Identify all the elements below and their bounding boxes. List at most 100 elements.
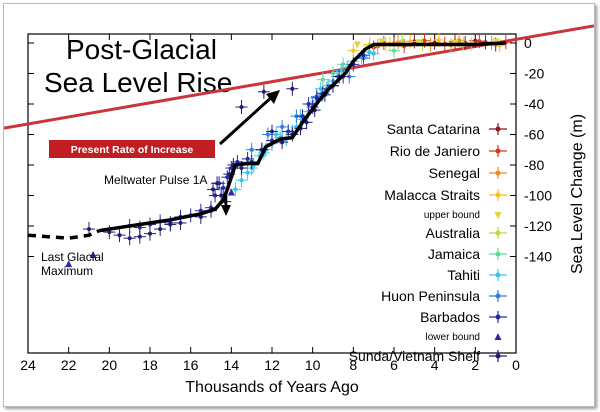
- sea-level-chart: Post-Glacial Sea Level Rise 24 22 20 18 16 14…: [3, 24, 595, 396]
- legend-label: Tahiti: [447, 267, 480, 283]
- data-point: [318, 86, 323, 91]
- data-point: [456, 38, 462, 43]
- data-point: [210, 187, 216, 192]
- x-axis-label: Thousands of Years Ago: [185, 379, 359, 396]
- legend-label: Santa Catarina: [387, 121, 481, 137]
- data-point: [219, 193, 224, 198]
- data-point: [233, 187, 238, 192]
- lgm-label-line-1: Last Glacial: [41, 250, 104, 264]
- legend-dot: [495, 148, 501, 154]
- data-point: [215, 181, 220, 186]
- legend-label: upper bound: [424, 210, 480, 221]
- data-point: [225, 175, 230, 180]
- data-point: [408, 39, 413, 44]
- data-point: [245, 156, 250, 161]
- data-point: [239, 178, 244, 183]
- legend-label: Huon Peninsula: [381, 288, 480, 304]
- x-tick-label: 24: [20, 357, 36, 373]
- y-tick-label: -80: [524, 157, 544, 173]
- legend-label: Barbados: [420, 309, 480, 325]
- data-point: [137, 234, 142, 239]
- lower-bound-marker: [227, 188, 235, 196]
- legend-dot: [495, 230, 501, 236]
- data-point: [330, 71, 336, 76]
- y-tick-label: -140: [524, 249, 552, 265]
- data-point: [273, 132, 279, 137]
- data-point: [147, 231, 153, 236]
- data-point: [239, 165, 244, 171]
- legend-label: Senegal: [429, 165, 480, 181]
- data-point: [391, 48, 397, 53]
- series-group: [65, 188, 235, 268]
- legend-label: Australia: [426, 225, 481, 241]
- data-point: [314, 95, 319, 100]
- data-point: [198, 214, 203, 219]
- legend-dot: [495, 192, 501, 198]
- present-rate-label: Present Rate of Increase: [71, 144, 194, 156]
- legend-dot: [495, 314, 501, 320]
- axis-ticks: 24 22 20 18 16 14 12 10 8 6 4 2 00-20-40-60-80-100-1…: [20, 34, 552, 373]
- data-point: [290, 86, 295, 91]
- y-tick-label: -120: [524, 218, 552, 234]
- x-tick-label: 6: [390, 357, 398, 373]
- legend-dot: [495, 170, 501, 176]
- x-tick-label: 18: [142, 357, 158, 373]
- y-tick-label: -100: [524, 188, 552, 204]
- legend-marker: [489, 123, 507, 135]
- data-point: [221, 185, 226, 190]
- present-rate-label-box: [49, 140, 215, 158]
- data-point: [422, 38, 427, 43]
- x-tick-label: 4: [431, 357, 439, 373]
- meltwater-pulse-label: Meltwater Pulse 1A: [104, 173, 207, 187]
- data-point: [280, 124, 285, 129]
- x-tick-label: 20: [102, 357, 118, 373]
- legend-marker: [489, 145, 507, 157]
- present-rate-arrow: [218, 93, 276, 146]
- data-point: [351, 48, 356, 53]
- legend-label: Jamaica: [428, 246, 480, 262]
- legend-dot: [495, 251, 501, 257]
- data-point: [339, 68, 344, 73]
- x-tick-label: 14: [224, 357, 240, 373]
- data-point: [347, 74, 352, 79]
- data-point: [212, 193, 218, 198]
- data-point: [117, 233, 122, 238]
- legend-label: Rio de Janiero: [390, 143, 480, 159]
- meltwater-arrowhead: [221, 205, 231, 216]
- legend-label: Malacca Straits: [384, 187, 480, 203]
- data-point: [304, 120, 309, 125]
- y-tick-label: 0: [524, 35, 532, 51]
- legend-marker: [489, 248, 507, 260]
- x-tick-label: 22: [61, 357, 77, 373]
- legend-marker: [489, 311, 507, 323]
- figure-frame: Post-Glacial Sea Level Rise 24 22 20 18 16 14…: [3, 3, 595, 407]
- data-point: [269, 129, 275, 134]
- data-point: [107, 230, 112, 235]
- x-tick-label: 0: [512, 357, 520, 373]
- data-point: [249, 147, 254, 152]
- trend-line: [98, 41, 506, 233]
- legend-marker: [489, 189, 507, 201]
- x-tick-label: 2: [471, 357, 479, 373]
- legend-marker: [489, 269, 507, 281]
- upper-bound-marker: [494, 212, 502, 219]
- data-point: [306, 101, 311, 107]
- y-tick-label: -60: [524, 127, 544, 143]
- y-tick-label: -20: [524, 66, 544, 82]
- y-axis-label: Sea Level Change (m): [569, 114, 586, 274]
- data-point: [245, 170, 250, 175]
- lower-bound-marker: [89, 250, 97, 258]
- upper-bound-marker: [378, 38, 386, 46]
- x-tick-label: 12: [264, 357, 280, 373]
- data-point: [294, 114, 299, 119]
- legend-dot: [495, 126, 501, 132]
- data-point: [239, 104, 244, 110]
- data-point: [178, 220, 183, 226]
- y-tick-label: -40: [524, 96, 544, 112]
- upper-bound-marker: [353, 41, 361, 49]
- x-tick-label: 10: [305, 357, 321, 373]
- x-tick-label: 16: [183, 357, 199, 373]
- data-point: [300, 114, 305, 119]
- lower-bound-marker: [65, 260, 73, 268]
- legend-marker: [489, 227, 507, 239]
